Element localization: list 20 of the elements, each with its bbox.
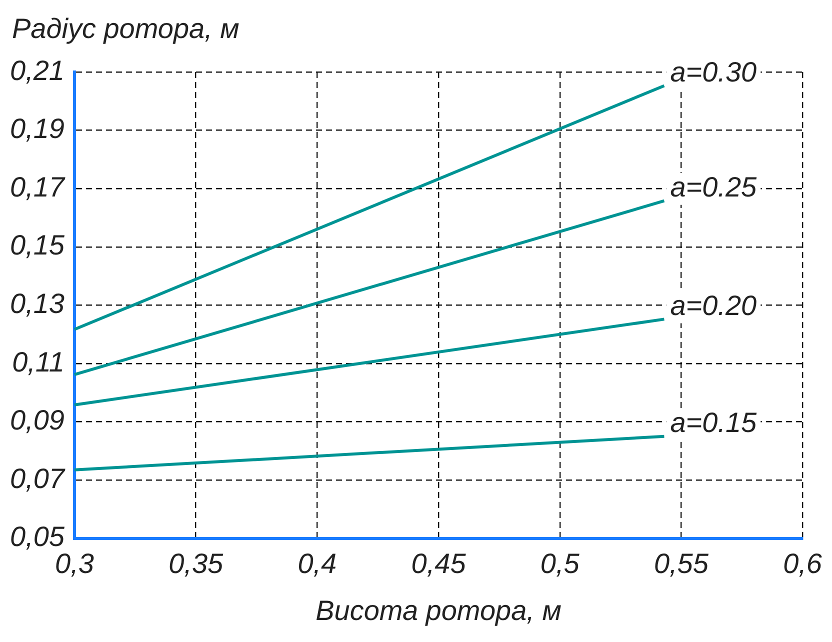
y-tick-label: 0,11 [12, 346, 64, 378]
x-tick-label: 0,45 [411, 548, 466, 579]
y-tick-label: 0,13 [10, 288, 65, 319]
y-axis-title: Радіус ротора, м [12, 12, 240, 44]
x-axis-title: Висота ротора, м [316, 594, 562, 626]
series-label: a=0.15 [670, 407, 758, 438]
y-tick-label: 0,07 [10, 462, 66, 494]
y-tick-label: 0,21 [10, 54, 64, 86]
y-tick-label: 0,17 [10, 171, 66, 202]
x-tick-label: 0,55 [654, 548, 709, 579]
x-tick-label: 0,5 [540, 548, 580, 579]
y-tick-label: 0,15 [10, 230, 65, 261]
x-tick-label: 0,35 [168, 548, 224, 579]
x-tick-label: 0,4 [298, 548, 337, 579]
y-tick-label: 0,09 [10, 404, 64, 436]
series-label: a=0.20 [670, 290, 758, 321]
x-tick-label: 0,6 [783, 548, 822, 579]
series-label: a=0.25 [670, 172, 758, 203]
y-tick-label: 0,19 [10, 113, 64, 144]
series-label: a=0.30 [670, 56, 758, 88]
